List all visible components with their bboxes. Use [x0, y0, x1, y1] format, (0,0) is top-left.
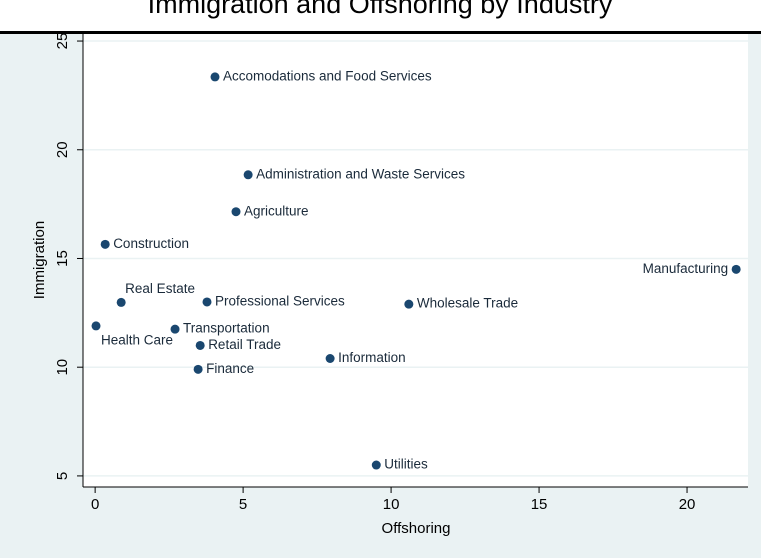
point-label: Construction [113, 236, 189, 251]
x-tick-label: 15 [531, 496, 548, 513]
x-tick-label: 10 [383, 496, 400, 513]
point-label: Wholesale Trade [417, 296, 518, 311]
point-label: Real Estate [125, 281, 195, 296]
x-tick-label: 5 [239, 496, 247, 513]
point [325, 353, 335, 363]
point-label: Professional Services [215, 294, 345, 309]
x-tick-label: 20 [679, 496, 696, 513]
point [195, 340, 205, 350]
title-area [0, 0, 761, 32]
point [231, 207, 241, 217]
point-label: Retail Trade [208, 337, 281, 352]
point [243, 170, 253, 180]
point [210, 72, 220, 82]
x-tick-label: 0 [91, 496, 99, 513]
point-label: Utilities [384, 457, 428, 472]
y-tick-label: 10 [54, 359, 71, 376]
point-label: Accomodations and Food Services [223, 68, 432, 83]
point-label: Administration and Waste Services [256, 166, 465, 181]
point-label: Manufacturing [643, 261, 729, 276]
plot-area [83, 33, 748, 487]
point-label: Health Care [101, 332, 173, 347]
y-axis-title: Immigration [31, 221, 48, 299]
x-axis-title: Offshoring [382, 520, 451, 537]
point-label: Finance [206, 361, 254, 376]
point-label: Transportation [183, 321, 270, 336]
point [202, 297, 212, 307]
point [731, 264, 741, 274]
y-tick-label: 25 [54, 33, 71, 50]
point-label: Information [338, 350, 406, 365]
point [116, 297, 126, 307]
point [170, 324, 180, 334]
point [193, 364, 203, 374]
chart-title: Immigration and Offshoring by Industry [148, 0, 613, 19]
y-tick-label: 20 [54, 141, 71, 158]
point [100, 239, 110, 249]
y-tick-label: 15 [54, 250, 71, 267]
point [404, 299, 414, 309]
y-tick-label: 5 [54, 472, 71, 480]
point [91, 321, 101, 331]
point-label: Agriculture [244, 203, 309, 218]
point [371, 460, 381, 470]
